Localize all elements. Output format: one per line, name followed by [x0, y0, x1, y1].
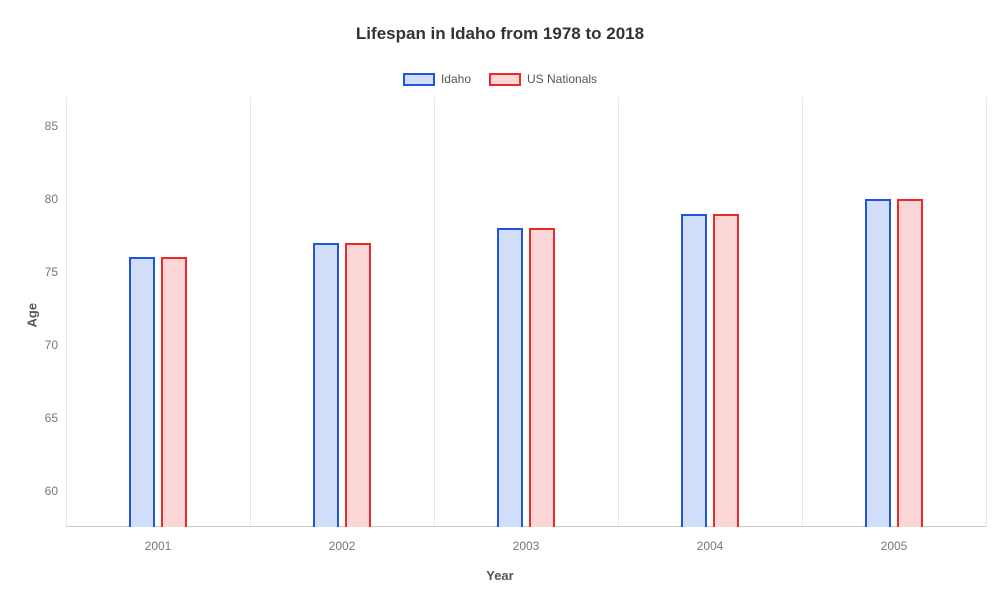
x-tick-label: 2001 [145, 539, 172, 553]
x-tick-label: 2003 [513, 539, 540, 553]
legend: Idaho US Nationals [0, 72, 1000, 86]
legend-label: US Nationals [527, 72, 597, 86]
legend-label: Idaho [441, 72, 471, 86]
y-tick-label: 60 [45, 484, 58, 498]
gridline-vertical [618, 97, 619, 527]
gridline-vertical [250, 97, 251, 527]
y-tick-label: 75 [45, 265, 58, 279]
y-tick-label: 65 [45, 411, 58, 425]
y-tick-label: 80 [45, 192, 58, 206]
chart-title: Lifespan in Idaho from 1978 to 2018 [0, 24, 1000, 44]
bar [529, 228, 555, 527]
gridline-vertical [802, 97, 803, 527]
bar [313, 243, 339, 527]
y-tick-label: 85 [45, 119, 58, 133]
x-axis-line [66, 526, 986, 527]
x-tick-label: 2004 [697, 539, 724, 553]
bar [897, 199, 923, 527]
y-tick-label: 70 [45, 338, 58, 352]
bar [497, 228, 523, 527]
bar [345, 243, 371, 527]
gridline-vertical [434, 97, 435, 527]
gridline-vertical [66, 97, 67, 527]
legend-item: US Nationals [489, 72, 597, 86]
bar [713, 214, 739, 527]
legend-item: Idaho [403, 72, 471, 86]
x-tick-label: 2005 [881, 539, 908, 553]
bar [161, 257, 187, 527]
plot-area: 60657075808520012002200320042005 [66, 97, 986, 527]
chart-container: Lifespan in Idaho from 1978 to 2018 Idah… [0, 0, 1000, 600]
bar [681, 214, 707, 527]
x-axis-label: Year [0, 568, 1000, 583]
legend-swatch [403, 73, 435, 86]
legend-swatch [489, 73, 521, 86]
gridline-vertical [986, 97, 987, 527]
x-tick-label: 2002 [329, 539, 356, 553]
bar [865, 199, 891, 527]
bar [129, 257, 155, 527]
y-axis-label: Age [25, 288, 40, 328]
